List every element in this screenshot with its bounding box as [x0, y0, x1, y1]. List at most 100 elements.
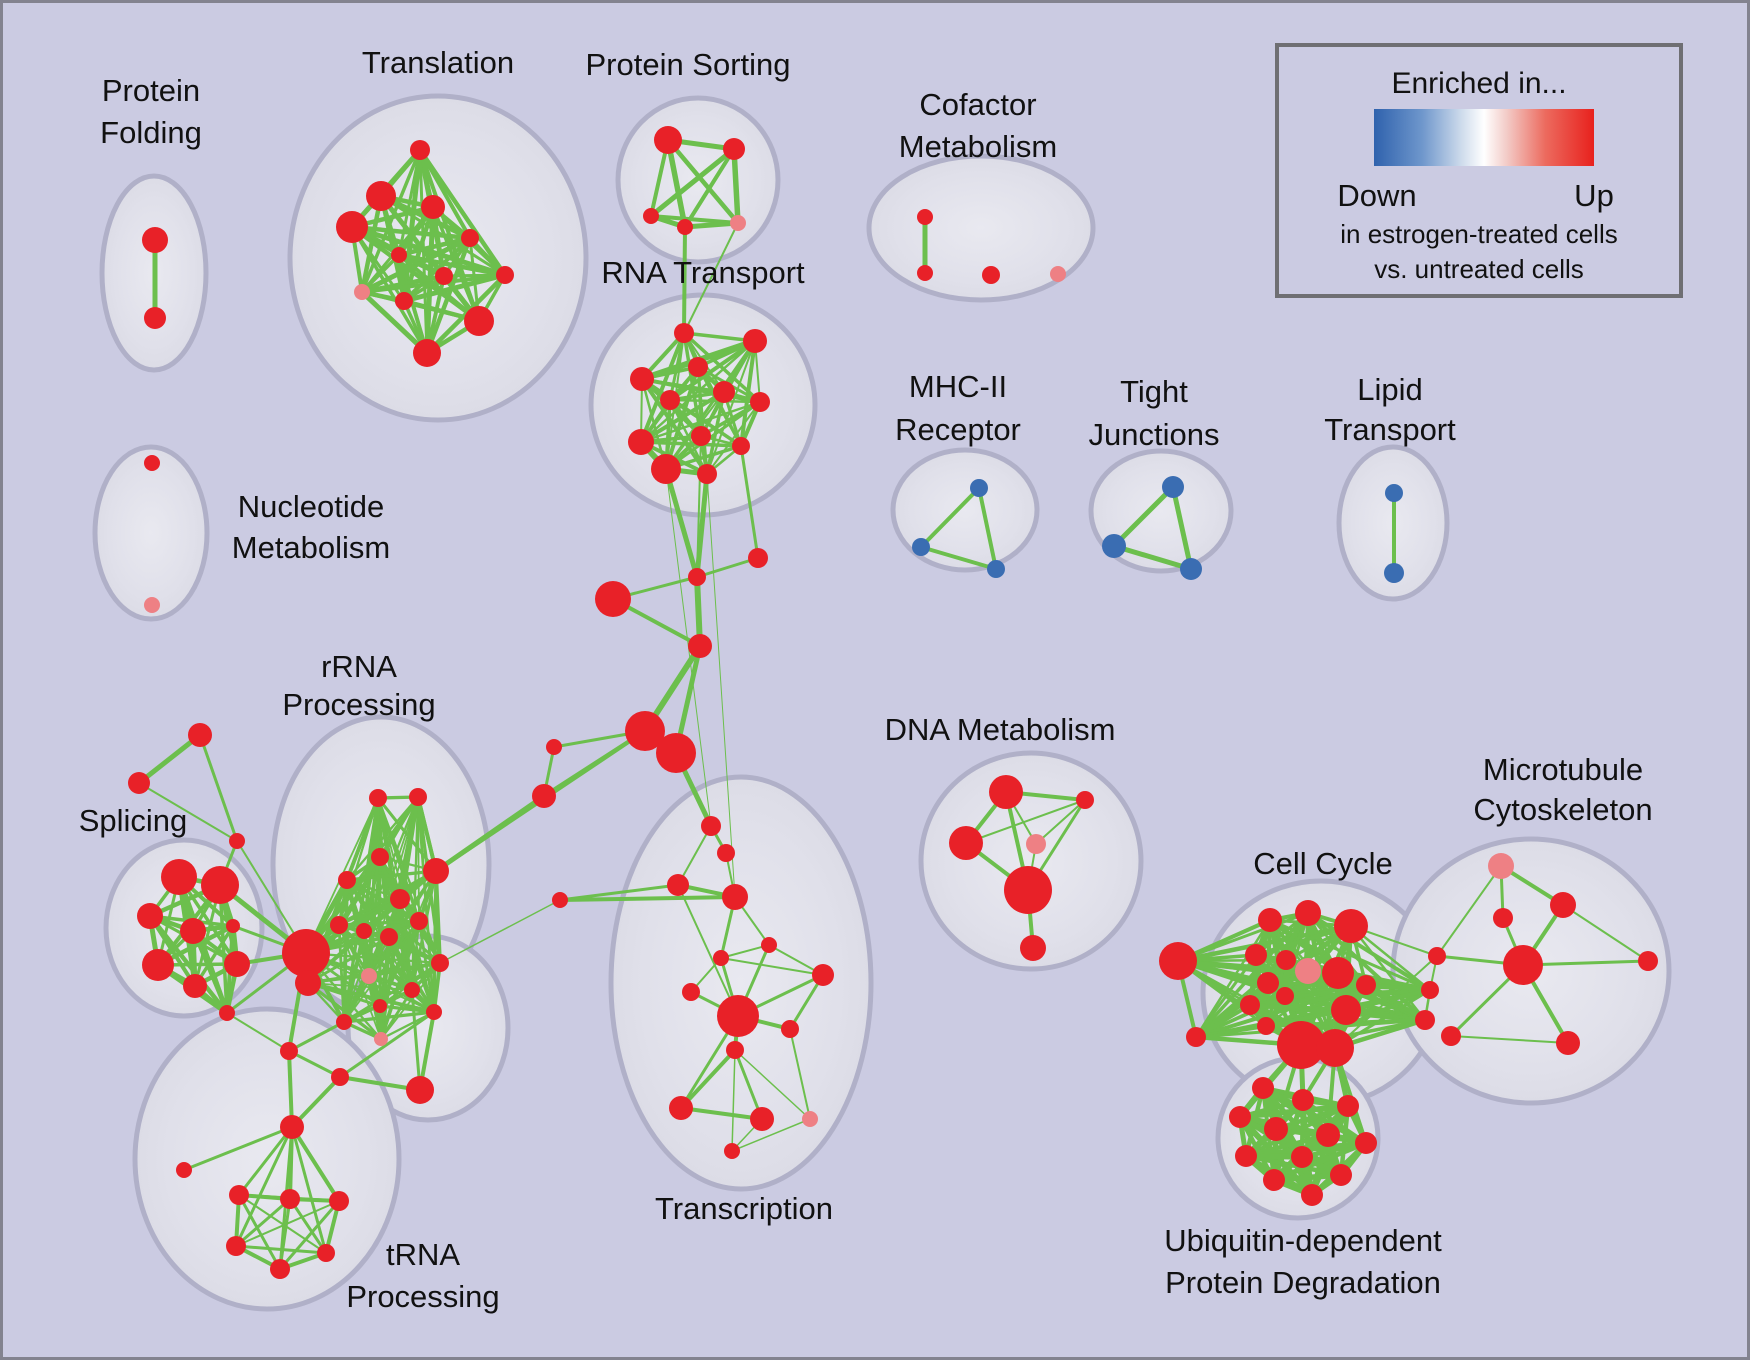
- trna-node: [329, 1191, 349, 1211]
- connectors-node: [625, 711, 665, 751]
- ubiquitin-label: Protein Degradation: [1165, 1265, 1441, 1300]
- cofactor-node: [1050, 266, 1066, 282]
- splicing-node: [161, 859, 197, 895]
- cofactor-node: [917, 209, 933, 225]
- legend-note-line2: vs. untreated cells: [1374, 254, 1584, 284]
- rrna-node: [338, 871, 356, 889]
- mhc-ii-receptor-label: Receptor: [895, 412, 1021, 447]
- tight-node: [1162, 476, 1184, 498]
- network-edge: [397, 253, 481, 323]
- microtubule-node: [1428, 947, 1446, 965]
- network-edge: [639, 390, 726, 444]
- rrna-processing-label: rRNA: [321, 649, 397, 684]
- microtubule-node: [1441, 1026, 1461, 1046]
- translation-node: [391, 247, 407, 263]
- trna-node: [280, 1042, 298, 1060]
- network-edge: [138, 782, 238, 842]
- network-edge: [665, 137, 741, 226]
- connectors-node: [688, 568, 706, 586]
- cluster-ellipse-nucleotide-metabolism: [92, 444, 210, 622]
- cell-cycle-node: [1276, 950, 1296, 970]
- protein-folding-node: [142, 227, 168, 253]
- network-edge: [401, 147, 423, 304]
- cofactor-node: [982, 266, 1000, 284]
- network-edge: [1194, 918, 1272, 1039]
- network-edge: [306, 935, 391, 985]
- network-edge: [359, 289, 430, 356]
- protein-sorting-label: Protein Sorting: [585, 47, 790, 82]
- network-edge: [1194, 953, 1258, 1039]
- network-edge: [287, 1020, 346, 1053]
- cell-cycle-node: [1415, 1010, 1435, 1030]
- network-edge: [1306, 911, 1432, 992]
- translation-node: [336, 211, 368, 243]
- network-edge: [648, 146, 737, 219]
- rrna-node: [330, 916, 348, 934]
- rrna-node: [431, 954, 449, 972]
- network-edge: [1521, 959, 1650, 967]
- ubiquitin-node: [1252, 1077, 1274, 1099]
- translation-node: [435, 267, 453, 285]
- transcription-node: [726, 1041, 744, 1059]
- network-edge: [237, 1125, 294, 1197]
- network-edge: [136, 732, 203, 786]
- network-edge: [410, 988, 422, 1092]
- tight-junctions-label: Tight: [1120, 374, 1188, 409]
- network-edge: [682, 220, 741, 230]
- cluster-ellipse-transcription: [608, 774, 874, 1192]
- trna-processing-label: Processing: [346, 1279, 499, 1314]
- network-edge: [360, 148, 422, 294]
- cluster-ellipse-translation: [287, 93, 589, 423]
- microtubule-cytoskeleton-label: Cytoskeleton: [1473, 792, 1652, 827]
- transcription-node: [701, 816, 721, 836]
- rna-transport-node: [697, 464, 717, 484]
- cell-cycle-node: [1186, 1027, 1206, 1047]
- network-edge: [558, 895, 737, 902]
- rrna-node: [282, 929, 330, 977]
- translation-node: [395, 292, 413, 310]
- rna-transport-node: [660, 390, 680, 410]
- rrna-node: [371, 848, 389, 866]
- translation-node: [496, 266, 514, 284]
- network-edge: [720, 944, 770, 959]
- dna-node: [989, 775, 1023, 809]
- splicing-node: [219, 1005, 235, 1021]
- network-edge: [734, 1049, 811, 1120]
- microtubule-node: [1488, 853, 1514, 879]
- trna-node: [270, 1259, 290, 1279]
- legend-color-gradient: [1374, 109, 1594, 166]
- protein-folding-label: Folding: [100, 115, 202, 150]
- connectors-node: [229, 833, 245, 849]
- network-edge: [306, 981, 383, 1041]
- rrna-node: [356, 923, 372, 939]
- lipid-transport-label: Lipid: [1357, 372, 1423, 407]
- cell-cycle-node: [1334, 909, 1368, 943]
- protein-folding-node: [144, 307, 166, 329]
- mhc-node: [912, 538, 930, 556]
- connectors-node: [546, 739, 562, 755]
- cofactor-metabolism-label: Cofactor: [919, 87, 1036, 122]
- transcription-node: [713, 950, 729, 966]
- ubiquitin-node: [1330, 1164, 1352, 1186]
- network-edge: [1194, 983, 1368, 1039]
- network-edge: [345, 795, 420, 882]
- network-edge: [668, 339, 757, 402]
- protein-sorting-node: [677, 219, 693, 235]
- network-edge: [182, 1125, 294, 1172]
- translation-node: [366, 181, 396, 211]
- cell-cycle-node: [1331, 995, 1361, 1025]
- network-edge: [235, 1200, 340, 1247]
- network-edge: [402, 236, 472, 303]
- legend-up-label: Up: [1574, 178, 1614, 213]
- splicing-node: [183, 974, 207, 998]
- cell-cycle-node: [1356, 975, 1376, 995]
- connectors-node: [748, 548, 768, 568]
- rrna-node: [423, 858, 449, 884]
- cofactor-metabolism-label: Metabolism: [899, 129, 1058, 164]
- network-edge: [558, 883, 680, 902]
- rrna-node: [369, 789, 387, 807]
- splicing-node: [180, 918, 206, 944]
- transcription-node: [717, 995, 759, 1037]
- rrna-node: [373, 999, 387, 1013]
